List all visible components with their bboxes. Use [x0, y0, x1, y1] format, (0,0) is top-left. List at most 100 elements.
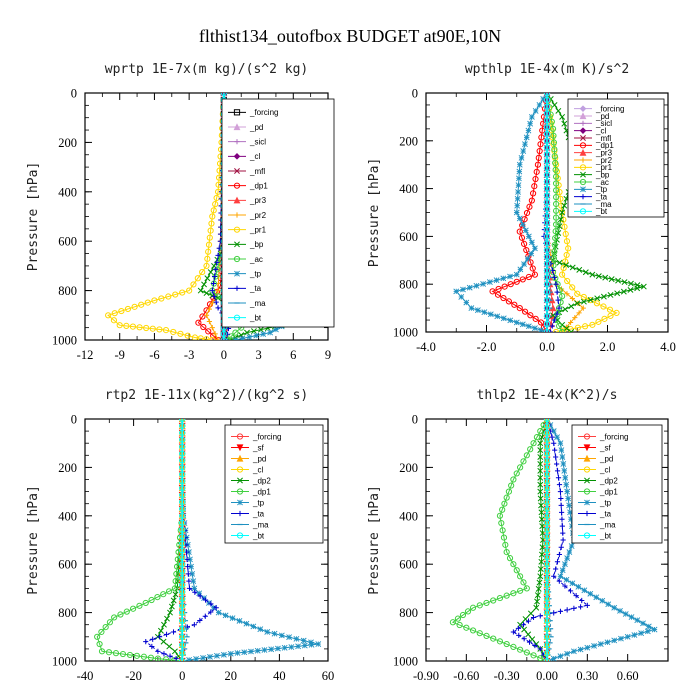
- series-point_bp: [589, 271, 596, 278]
- series-point_dp1: [449, 619, 456, 626]
- series-point_ac: [551, 241, 558, 249]
- series-point_dp1: [527, 446, 534, 453]
- series-point_bt: [179, 519, 186, 526]
- series-point_tp: [481, 309, 488, 316]
- series-point_bt: [179, 625, 186, 632]
- series-point_pr2: [206, 318, 212, 325]
- series-point_pr1: [205, 248, 212, 255]
- series-point_dp1: [506, 555, 514, 562]
- series-point_pr2: [215, 288, 221, 294]
- series-point_bt: [179, 547, 186, 554]
- series-point_bt: [543, 512, 551, 519]
- series-point_dp1: [503, 549, 510, 556]
- series-point_pr1: [565, 245, 572, 252]
- series-point_ac: [552, 207, 560, 214]
- series-point_dp1: [523, 452, 530, 459]
- series-point_bp: [556, 223, 563, 230]
- series-point_bt: [179, 512, 186, 519]
- series-point_bt: [543, 540, 551, 547]
- series-point_ac: [552, 173, 560, 180]
- series-point_ta: [525, 618, 532, 624]
- series-point_bt: [543, 212, 551, 220]
- series-point_bt: [543, 625, 551, 632]
- series-point_bt: [179, 602, 186, 609]
- series-point_dp2: [171, 648, 178, 655]
- series-point_bt: [543, 151, 551, 158]
- legend-marker_pr1: [579, 164, 587, 171]
- series-point_bp: [554, 317, 561, 324]
- series-point_ta: [578, 604, 584, 610]
- series-point_bt: [220, 330, 227, 337]
- series-point_dp1: [454, 615, 462, 622]
- series-point_pr1: [177, 330, 184, 337]
- series-point_dp1: [490, 635, 497, 642]
- series-point_tp: [540, 96, 547, 102]
- series-point_pr1: [613, 309, 620, 316]
- series-point_ta: [547, 329, 553, 332]
- series-point_ta: [197, 617, 203, 624]
- series-point_ta: [150, 636, 156, 642]
- series-point_bt: [179, 505, 186, 512]
- series-point_bp: [207, 269, 214, 276]
- series-point_bt: [179, 526, 186, 533]
- series-point_bt: [543, 581, 551, 589]
- series-point_bp: [568, 329, 575, 332]
- legend-label_pr3: _pr3: [249, 196, 267, 205]
- series-point_ta: [553, 454, 559, 460]
- series-point_bp: [257, 326, 264, 333]
- series-point_bp: [614, 290, 621, 297]
- x-tick-label: 20: [225, 669, 238, 683]
- series-point_tp: [581, 587, 588, 594]
- series-point_pr1: [600, 303, 607, 310]
- series-point_ta: [213, 266, 219, 273]
- series-point_dp1: [469, 627, 477, 634]
- series-point_bt: [179, 485, 186, 492]
- series-point_pr1: [563, 251, 570, 259]
- series-point_tp: [494, 313, 501, 320]
- y-tick-label: 400: [58, 185, 77, 199]
- series-point_bp: [204, 275, 211, 282]
- series-point_pr2: [567, 319, 574, 326]
- series-point_bt: [543, 192, 551, 199]
- legend-marker_ta: [237, 510, 243, 517]
- series-point_pr1: [574, 290, 581, 297]
- series-point_dp1: [199, 313, 206, 320]
- series-point_dp2: [537, 447, 544, 454]
- series-point_dp2: [521, 626, 528, 633]
- series-point_tp: [222, 612, 229, 619]
- series-point_bt: [543, 205, 551, 213]
- series-point_bt: [179, 457, 186, 464]
- series-point_ta: [567, 588, 574, 594]
- series-point_dp1: [123, 608, 130, 615]
- series-point_tp: [458, 294, 465, 300]
- series-point_bt: [543, 144, 551, 151]
- series-point_dp1: [476, 602, 483, 609]
- y-tick-label: 0: [412, 87, 418, 101]
- series-point_bt: [543, 547, 551, 554]
- series-point_pr1: [589, 321, 596, 328]
- series-group: [453, 93, 647, 332]
- series-point_pr1: [564, 277, 571, 285]
- series-point_tp: [617, 607, 623, 614]
- series-point_dp1: [518, 234, 526, 241]
- series-point_dp1: [529, 265, 536, 272]
- series-point_dp1: [165, 588, 173, 595]
- series-point_pr1: [552, 328, 560, 332]
- series-point_tp: [631, 632, 638, 638]
- series-point_dp1: [476, 630, 483, 637]
- series-point_dp1: [490, 597, 497, 604]
- series-point_tp: [201, 595, 207, 601]
- series-point_ta: [554, 311, 560, 317]
- series-point_pr1: [601, 315, 608, 322]
- series-point_tp: [213, 652, 220, 659]
- series-point_bp: [587, 297, 594, 303]
- series-point_tp: [466, 284, 473, 291]
- series-point_pr1: [131, 303, 138, 310]
- legend-marker_cl: [579, 127, 587, 134]
- series-point_ac: [552, 200, 560, 208]
- series-point_ta: [157, 634, 163, 640]
- series-point_tp: [268, 646, 275, 653]
- series-point_ta: [551, 317, 558, 323]
- x-tick-label: -20: [125, 669, 142, 683]
- series-point_bt: [543, 233, 551, 240]
